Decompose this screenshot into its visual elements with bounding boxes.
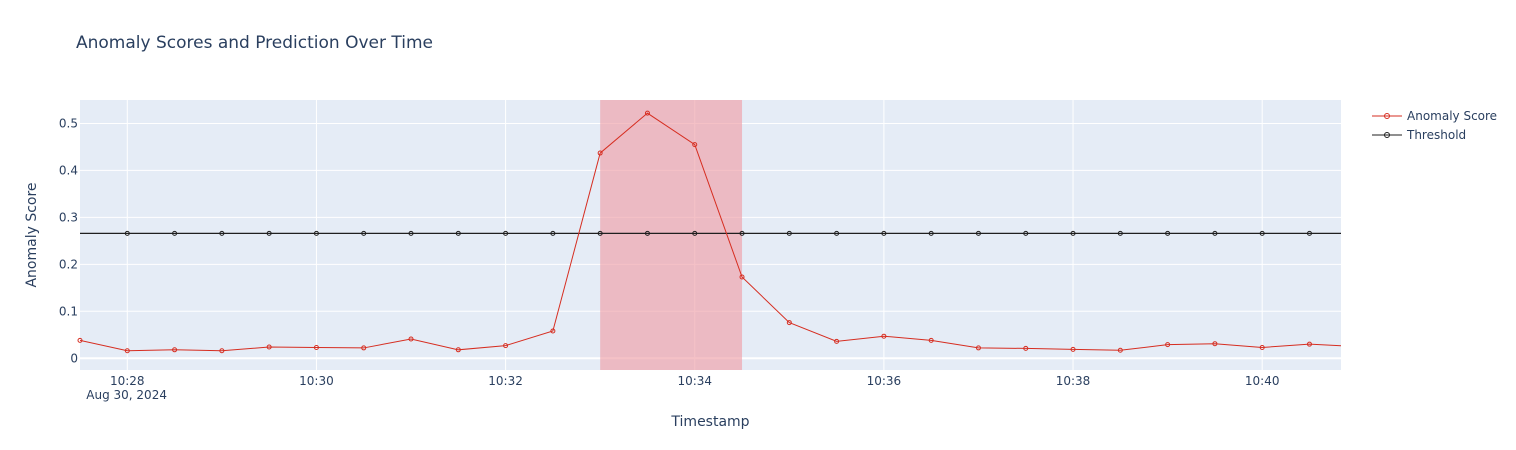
threshold-point (644, 230, 650, 236)
threshold-point (1259, 230, 1265, 236)
y-tick-label: 0 (70, 351, 78, 365)
legend[interactable]: Anomaly Score Threshold (1372, 106, 1497, 144)
threshold-point (1117, 230, 1123, 236)
legend-swatch-anomaly-score (1372, 112, 1402, 119)
anomaly-score-point (881, 333, 887, 339)
x-date-label: Aug 30, 2024 (86, 388, 167, 402)
x-tick-label: 10:32 (488, 374, 523, 388)
anomaly-score-point (77, 337, 83, 343)
threshold-point (266, 230, 272, 236)
anomaly-score-point (644, 110, 650, 116)
threshold-point (834, 230, 840, 236)
threshold-point (550, 230, 556, 236)
x-tick-label: 10:40 (1245, 374, 1280, 388)
anomaly-region (600, 100, 743, 370)
legend-item-threshold[interactable]: Threshold (1372, 125, 1497, 144)
x-tick-label: 10:34 (677, 374, 712, 388)
y-tick-label: 0.5 (59, 116, 78, 130)
threshold-point (975, 230, 981, 236)
y-tick-label: 0.1 (59, 304, 78, 318)
threshold-point (1306, 230, 1312, 236)
threshold-point (739, 230, 745, 236)
threshold-point (1070, 230, 1076, 236)
anomaly-score-point (219, 348, 225, 354)
threshold-point (597, 230, 603, 236)
anomaly-score-point (1259, 344, 1265, 350)
threshold-point (1023, 230, 1029, 236)
x-tick-label: 10:38 (1056, 374, 1091, 388)
y-tick-label: 0.4 (59, 163, 78, 177)
y-tick-label: 0.2 (59, 257, 78, 271)
threshold-point (503, 230, 509, 236)
threshold-point (361, 230, 367, 236)
anomaly-score-point (408, 336, 414, 342)
threshold-point (408, 230, 414, 236)
anomaly-score-point (1023, 345, 1029, 351)
anomaly-score-point (1306, 341, 1312, 347)
y-axis-title: Anomaly Score (24, 182, 40, 287)
threshold-point (1212, 230, 1218, 236)
anomaly-score-point (313, 344, 319, 350)
x-axis-title: Timestamp (670, 414, 749, 430)
chart-title: Anomaly Scores and Prediction Over Time (76, 33, 433, 53)
anomaly-score-point (550, 328, 556, 334)
threshold-point (313, 230, 319, 236)
legend-swatch-threshold (1372, 131, 1402, 138)
anomaly-score-point (1117, 347, 1123, 353)
legend-label-anomaly-score: Anomaly Score (1407, 108, 1498, 123)
anomaly-score-point (361, 345, 367, 351)
anomaly-score-point (597, 150, 603, 156)
threshold-point (219, 230, 225, 236)
anomaly-score-point (786, 320, 792, 326)
anomaly-score-point (739, 274, 745, 280)
anomaly-score-point (1070, 346, 1076, 352)
anomaly-score-point (1212, 341, 1218, 347)
x-tick-label: 10:30 (299, 374, 334, 388)
x-tick-label: 10:36 (867, 374, 902, 388)
anomaly-score-point (455, 347, 461, 353)
threshold-point (786, 230, 792, 236)
threshold-point (124, 230, 130, 236)
anomaly-score-point (975, 345, 981, 351)
threshold-point (1165, 230, 1171, 236)
anomaly-score-point (1165, 342, 1171, 348)
anomaly-score-point (266, 344, 272, 350)
anomaly-score-point (503, 343, 509, 349)
threshold-point (928, 230, 934, 236)
x-tick-label: 10:28 (110, 374, 145, 388)
y-tick-label: 0.3 (59, 210, 78, 224)
anomaly-score-point (124, 348, 130, 354)
threshold-point (455, 230, 461, 236)
threshold-point (692, 230, 698, 236)
anomaly-score-point (172, 347, 178, 353)
threshold-point (172, 230, 178, 236)
legend-label-threshold: Threshold (1407, 127, 1467, 142)
anomaly-score-point (928, 337, 934, 343)
legend-item-anomaly-score[interactable]: Anomaly Score (1372, 106, 1497, 125)
anomaly-score-point (834, 338, 840, 344)
threshold-point (881, 230, 887, 236)
anomaly-score-line (80, 112, 1341, 352)
anomaly-score-point (692, 142, 698, 148)
